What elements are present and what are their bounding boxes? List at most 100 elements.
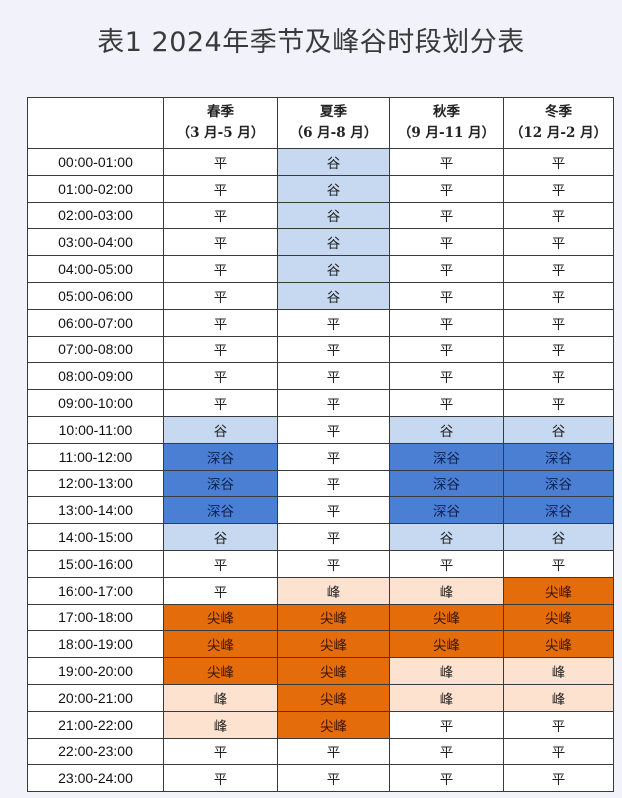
time-slot-cell: 07:00-08:00 xyxy=(27,335,164,364)
time-slot-cell: 10:00-11:00 xyxy=(27,415,164,444)
period-cell: 尖峰 xyxy=(163,657,278,685)
time-slot-cell: 14:00-15:00 xyxy=(27,523,164,551)
table-row: 00:00-01:00 平谷平平 xyxy=(27,148,614,176)
period-cell: 平 xyxy=(163,549,278,578)
table-row: 08:00-09:00 平平平平 xyxy=(27,362,614,391)
table-row: 14:00-15:00 谷平谷谷 xyxy=(27,523,614,551)
season-range: （3 月-5 月） xyxy=(176,125,265,141)
period-cell: 平 xyxy=(503,710,614,739)
time-slot-cell: 11:00-12:00 xyxy=(27,442,164,471)
page-title: 表1 2024年季节及峰谷时段划分表 xyxy=(97,27,525,58)
period-cell: 平 xyxy=(503,389,614,417)
period-cell: 谷 xyxy=(277,201,390,230)
period-cell: 平 xyxy=(277,469,390,498)
period-cell: 峰 xyxy=(163,710,278,739)
table-row: 22:00-23:00 平平平平 xyxy=(27,737,614,766)
time-slot-cell: 19:00-20:00 xyxy=(27,657,164,685)
period-cell: 平 xyxy=(389,228,504,257)
season-name: 秋季 xyxy=(433,104,460,120)
period-cell: 尖峰 xyxy=(389,630,504,659)
header-corner xyxy=(27,97,164,149)
table-row: 11:00-12:00 深谷平深谷 深谷 xyxy=(27,442,614,471)
period-cell: 平 xyxy=(277,549,390,578)
time-slot-cell: 03:00-04:00 xyxy=(27,228,164,257)
period-cell: 谷 xyxy=(277,281,390,310)
period-cell: 平 xyxy=(277,389,390,417)
time-slot-cell: 20:00-21:00 xyxy=(27,683,164,712)
period-cell: 平 xyxy=(277,737,390,766)
table-row: 09:00-10:00 平平平平 xyxy=(27,389,614,417)
period-cell: 深谷 xyxy=(503,442,614,471)
period-cell: 深谷 xyxy=(163,442,278,471)
period-cell: 尖峰 xyxy=(503,576,614,605)
time-slot-cell: 02:00-03:00 xyxy=(27,201,164,230)
period-cell: 尖峰 xyxy=(163,603,278,632)
time-slot-cell: 01:00-02:00 xyxy=(27,174,164,203)
period-cell: 尖峰 xyxy=(277,683,390,712)
period-cell: 平 xyxy=(389,201,504,230)
period-cell: 平 xyxy=(277,362,390,391)
period-cell: 平 xyxy=(163,255,278,283)
table-body: 00:00-01:00 平谷平平 01:00-02:00 平谷平平 02:00-03:0… xyxy=(27,148,614,793)
period-cell: 谷 xyxy=(277,148,390,176)
period-cell: 平 xyxy=(277,335,390,364)
time-slot-cell: 09:00-10:00 xyxy=(27,389,164,417)
period-cell: 深谷 xyxy=(389,496,504,525)
period-cell: 深谷 xyxy=(163,469,278,498)
season-range: （12 月-2 月） xyxy=(509,125,608,141)
period-cell: 平 xyxy=(389,389,504,417)
time-slot-cell: 12:00-13:00 xyxy=(27,469,164,498)
table-row: 05:00-06:00 平谷平平 xyxy=(27,281,614,310)
period-cell: 谷 xyxy=(389,523,504,551)
period-cell: 平 xyxy=(277,308,390,337)
period-cell: 平 xyxy=(163,576,278,605)
period-cell: 峰 xyxy=(389,683,504,712)
period-cell: 平 xyxy=(389,281,504,310)
table-row: 07:00-08:00 平平平平 xyxy=(27,335,614,364)
table-row: 20:00-21:00 峰尖峰峰峰 xyxy=(27,683,614,712)
period-cell: 深谷 xyxy=(389,442,504,471)
period-cell: 平 xyxy=(503,764,614,793)
header-row: 春季 （3 月-5 月） 夏季 （6 月-8 月） 秋季 （9 月-11 月） … xyxy=(27,97,614,149)
period-cell: 平 xyxy=(503,737,614,766)
period-cell: 平 xyxy=(389,335,504,364)
period-cell: 平 xyxy=(163,764,278,793)
time-slot-cell: 18:00-19:00 xyxy=(27,630,164,659)
period-cell: 平 xyxy=(389,148,504,176)
period-cell: 平 xyxy=(163,308,278,337)
table-row: 04:00-05:00 平谷平平 xyxy=(27,255,614,283)
table-row: 23:00-24:00 平平平平 xyxy=(27,764,614,793)
period-cell: 谷 xyxy=(503,415,614,444)
table-row: 03:00-04:00 平谷平平 xyxy=(27,228,614,257)
period-cell: 谷 xyxy=(503,523,614,551)
period-cell: 平 xyxy=(389,764,504,793)
table-row: 16:00-17:00 平峰峰尖峰 xyxy=(27,576,614,605)
table-row: 17:00-18:00 尖峰 尖峰 尖峰 尖峰 xyxy=(27,603,614,632)
period-cell: 尖峰 xyxy=(277,710,390,739)
period-cell: 平 xyxy=(389,174,504,203)
period-cell: 平 xyxy=(503,228,614,257)
period-cell: 平 xyxy=(389,710,504,739)
period-cell: 平 xyxy=(503,201,614,230)
period-cell: 平 xyxy=(277,415,390,444)
table-row: 15:00-16:00 平平平平 xyxy=(27,549,614,578)
season-name: 夏季 xyxy=(320,104,347,120)
season-range: （6 月-8 月） xyxy=(289,125,378,141)
tariff-table-container: 春季 （3 月-5 月） 夏季 （6 月-8 月） 秋季 （9 月-11 月） … xyxy=(27,97,614,793)
period-cell: 谷 xyxy=(163,415,278,444)
period-cell: 平 xyxy=(163,335,278,364)
period-cell: 平 xyxy=(389,737,504,766)
header-winter: 冬季 （12 月-2 月） xyxy=(503,97,614,149)
tariff-table: 春季 （3 月-5 月） 夏季 （6 月-8 月） 秋季 （9 月-11 月） … xyxy=(27,97,614,793)
period-cell: 尖峰 xyxy=(503,603,614,632)
period-cell: 峰 xyxy=(503,683,614,712)
period-cell: 平 xyxy=(503,255,614,283)
season-name: 春季 xyxy=(207,104,234,120)
period-cell: 深谷 xyxy=(503,496,614,525)
table-row: 01:00-02:00 平谷平平 xyxy=(27,174,614,203)
time-slot-cell: 21:00-22:00 xyxy=(27,710,164,739)
period-cell: 平 xyxy=(503,335,614,364)
time-slot-cell: 06:00-07:00 xyxy=(27,308,164,337)
period-cell: 平 xyxy=(163,228,278,257)
time-slot-cell: 05:00-06:00 xyxy=(27,281,164,310)
